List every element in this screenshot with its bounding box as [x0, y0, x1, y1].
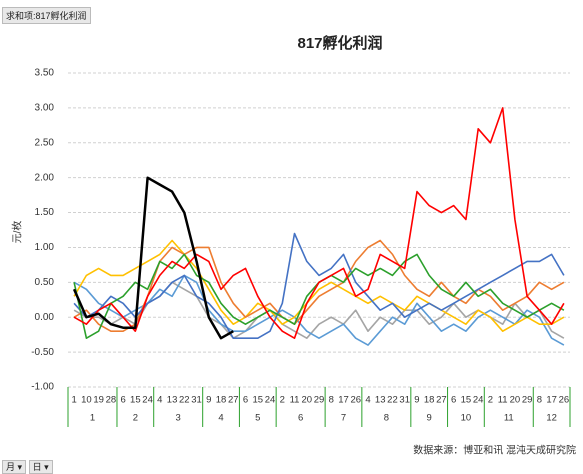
x-tick-label: 6	[120, 395, 125, 406]
x-tick-label: 4	[365, 395, 370, 406]
x-tick-label: 24	[265, 395, 276, 406]
source-note: 数据来源：博亚和讯 混沌天成研究院	[413, 444, 576, 457]
x-tick-label: 19	[93, 395, 104, 406]
x-tick-label: 22	[179, 395, 190, 406]
series-line	[73, 107, 565, 339]
filter-month[interactable]: 月 ▾	[2, 460, 27, 474]
x-tick-label: 27	[436, 395, 447, 406]
x-tick-label: 28	[106, 395, 117, 406]
series-line	[73, 239, 565, 332]
filter-day[interactable]: 日 ▾	[28, 460, 53, 474]
y-tick-label: 2.00	[35, 172, 55, 183]
x-tick-label: 31	[191, 395, 202, 406]
month-label: 3	[176, 413, 181, 424]
y-tick-label: 1.00	[35, 242, 55, 253]
y-tick-label: 0.00	[35, 312, 55, 323]
month-label: 10	[461, 413, 472, 424]
y-tick-label: 3.50	[35, 68, 55, 79]
month-label: 9	[427, 413, 432, 424]
x-tick-label: 6	[451, 395, 456, 406]
x-tick-label: 4	[157, 395, 162, 406]
x-tick-label: 9	[206, 395, 211, 406]
x-tick-label: 9	[414, 395, 419, 406]
month-label: 6	[298, 413, 303, 424]
month-label: 8	[384, 413, 389, 424]
x-tick-label: 8	[537, 395, 542, 406]
y-axis-label: 元/枚	[11, 221, 24, 244]
series-line	[72, 176, 234, 340]
x-tick-label: 17	[546, 395, 557, 406]
y-tick-label: -0.50	[31, 347, 54, 358]
x-tick-label: 29	[314, 395, 325, 406]
x-tick-label: 13	[167, 395, 178, 406]
x-tick-label: 1	[71, 395, 76, 406]
x-tick-label: 13	[375, 395, 386, 406]
x-tick-label: 2	[488, 395, 493, 406]
x-tick-label: 11	[498, 395, 508, 406]
month-label: 5	[255, 413, 260, 424]
series-line	[73, 232, 565, 339]
x-tick-label: 8	[329, 395, 334, 406]
x-tick-label: 11	[290, 395, 300, 406]
x-tick-label: 27	[228, 395, 239, 406]
x-tick-label: 15	[252, 395, 263, 406]
chart-title: 817孵化利润	[297, 34, 382, 52]
y-tick-label: -1.00	[31, 382, 54, 393]
x-tick-label: 31	[399, 395, 410, 406]
x-tick-label: 26	[559, 395, 570, 406]
month-label: 12	[546, 413, 557, 424]
x-tick-label: 20	[510, 395, 521, 406]
x-tick-label: 15	[130, 395, 141, 406]
x-tick-label: 18	[216, 395, 227, 406]
month-label: 4	[218, 413, 223, 424]
y-tick-label: 3.00	[35, 103, 55, 114]
x-tick-label: 22	[387, 395, 398, 406]
x-tick-label: 26	[350, 395, 361, 406]
x-tick-label: 29	[522, 395, 533, 406]
x-tick-label: 2	[280, 395, 285, 406]
x-tick-label: 6	[243, 395, 248, 406]
y-tick-label: 0.50	[35, 277, 55, 288]
y-tick-label: 2.50	[35, 137, 55, 148]
x-tick-label: 17	[338, 395, 349, 406]
x-tick-label: 10	[81, 395, 92, 406]
month-label: 2	[133, 413, 138, 424]
y-tick-label: 1.50	[35, 207, 55, 218]
pivot-field-button[interactable]: 求和项:817孵化利润	[2, 7, 91, 24]
x-tick-label: 20	[301, 395, 312, 406]
x-tick-label: 24	[142, 395, 153, 406]
series-line	[73, 239, 565, 332]
series-line	[73, 274, 565, 346]
month-label: 11	[504, 413, 514, 424]
month-label: 1	[90, 413, 95, 424]
month-label: 7	[341, 413, 346, 424]
filter-bar: 月 ▾ 日 ▾	[2, 460, 53, 474]
x-tick-label: 18	[424, 395, 435, 406]
x-tick-label: 15	[461, 395, 472, 406]
x-tick-label: 24	[473, 395, 484, 406]
